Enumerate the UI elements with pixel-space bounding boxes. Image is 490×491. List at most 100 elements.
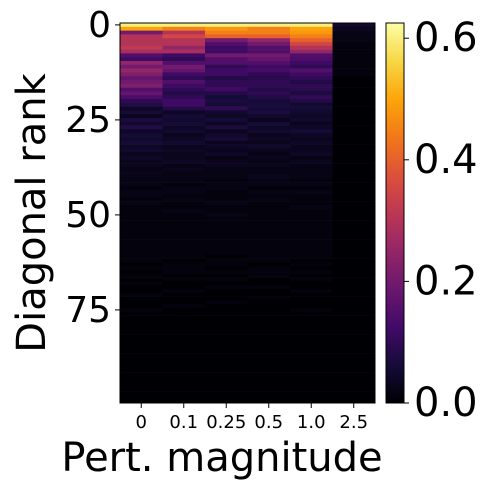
- heatmap-cell: [290, 399, 333, 404]
- heatmap-cell: [247, 391, 291, 396]
- heatmap-cell: [247, 315, 291, 320]
- heatmap-cell: [247, 296, 291, 301]
- heatmap-cell: [162, 273, 206, 278]
- heatmap-cell: [120, 380, 163, 385]
- heatmap-cell: [247, 190, 291, 195]
- heatmap-cell: [120, 273, 163, 278]
- heatmap-cell: [205, 133, 248, 138]
- heatmap-cell: [162, 334, 206, 339]
- heatmap-cell: [332, 171, 376, 176]
- heatmap-cell: [205, 213, 248, 218]
- heatmap-cell: [247, 346, 291, 351]
- heatmap-cell: [120, 45, 163, 50]
- heatmap-cell: [205, 68, 248, 73]
- heatmap-cell: [332, 270, 376, 275]
- heatmap-cell: [332, 72, 376, 77]
- heatmap-cell: [205, 23, 248, 28]
- heatmap-cell: [205, 125, 248, 130]
- heatmap-cell: [332, 220, 376, 225]
- heatmap-cell: [205, 387, 248, 392]
- heatmap-cell: [205, 330, 248, 335]
- heatmap-cell: [332, 152, 376, 157]
- heatmap-cell: [247, 159, 291, 164]
- heatmap-cell: [120, 148, 163, 153]
- heatmap-cell: [290, 53, 333, 58]
- heatmap-cell: [205, 308, 248, 313]
- heatmap-cell: [162, 357, 206, 362]
- heatmap-cell: [290, 258, 333, 263]
- heatmap-cell: [290, 197, 333, 202]
- y-tick-label: 0: [88, 5, 111, 46]
- heatmap-cell: [290, 247, 333, 252]
- heatmap-cell: [247, 209, 291, 214]
- heatmap-cell: [120, 232, 163, 237]
- heatmap-cell: [247, 42, 291, 47]
- heatmap-cell: [290, 368, 333, 373]
- heatmap-cell: [247, 365, 291, 370]
- heatmap-cell: [290, 26, 333, 31]
- heatmap-cell: [247, 258, 291, 263]
- heatmap-cell: [332, 167, 376, 172]
- heatmap-cell: [205, 338, 248, 343]
- heatmap-cell: [290, 327, 333, 332]
- heatmap-cell: [332, 216, 376, 221]
- heatmap-cell: [120, 346, 163, 351]
- heatmap-cell: [247, 171, 291, 176]
- heatmap-cell: [247, 247, 291, 252]
- heatmap-cell: [120, 167, 163, 172]
- heatmap-cell: [247, 384, 291, 389]
- heatmap-cell: [205, 376, 248, 381]
- heatmap-cell: [120, 251, 163, 256]
- heatmap-cell: [247, 152, 291, 157]
- heatmap-cell: [332, 61, 376, 66]
- heatmap-cell: [290, 178, 333, 183]
- heatmap-cell: [247, 368, 291, 373]
- heatmap-cell: [247, 23, 291, 28]
- heatmap-cell: [205, 334, 248, 339]
- heatmap-cell: [247, 357, 291, 362]
- heatmap-cell: [205, 30, 248, 35]
- heatmap-cell: [290, 205, 333, 210]
- heatmap-cell: [162, 254, 206, 259]
- heatmap-cell: [332, 87, 376, 92]
- heatmap-cell: [162, 243, 206, 248]
- heatmap-cell: [247, 197, 291, 202]
- x-tick-label: 0.1: [169, 412, 198, 433]
- heatmap-cell: [205, 361, 248, 366]
- heatmap-cell: [162, 391, 206, 396]
- heatmap-cell: [205, 365, 248, 370]
- colorbar-tick-label: 0.6: [414, 15, 478, 61]
- heatmap-cell: [332, 247, 376, 252]
- heatmap-cell: [290, 91, 333, 96]
- heatmap-cell: [247, 285, 291, 290]
- heatmap-cell: [247, 205, 291, 210]
- heatmap-cell: [120, 125, 163, 130]
- heatmap-cell: [162, 182, 206, 187]
- heatmap-cell: [290, 220, 333, 225]
- heatmap-cell: [205, 171, 248, 176]
- heatmap-cell: [290, 235, 333, 240]
- heatmap-cell: [247, 311, 291, 316]
- heatmap-cell: [120, 349, 163, 354]
- heatmap-cell: [162, 57, 206, 62]
- heatmap-cell: [162, 140, 206, 145]
- heatmap-cell: [290, 361, 333, 366]
- heatmap-cell: [120, 49, 163, 54]
- heatmap-cell: [247, 270, 291, 275]
- heatmap-cell: [120, 353, 163, 358]
- heatmap-cell: [162, 106, 206, 111]
- heatmap-cell: [120, 64, 163, 69]
- heatmap-cell: [332, 311, 376, 316]
- heatmap-cell: [247, 281, 291, 286]
- heatmap-cell: [290, 87, 333, 92]
- heatmap-cell: [205, 281, 248, 286]
- heatmap-cell: [120, 368, 163, 373]
- heatmap-cell: [247, 72, 291, 77]
- heatmap-cell: [290, 342, 333, 347]
- heatmap-cell: [120, 338, 163, 343]
- heatmap-cell: [162, 361, 206, 366]
- heatmap-cell: [120, 224, 163, 229]
- heatmap-cell: [162, 315, 206, 320]
- heatmap-cell: [205, 220, 248, 225]
- heatmap-cell: [162, 26, 206, 31]
